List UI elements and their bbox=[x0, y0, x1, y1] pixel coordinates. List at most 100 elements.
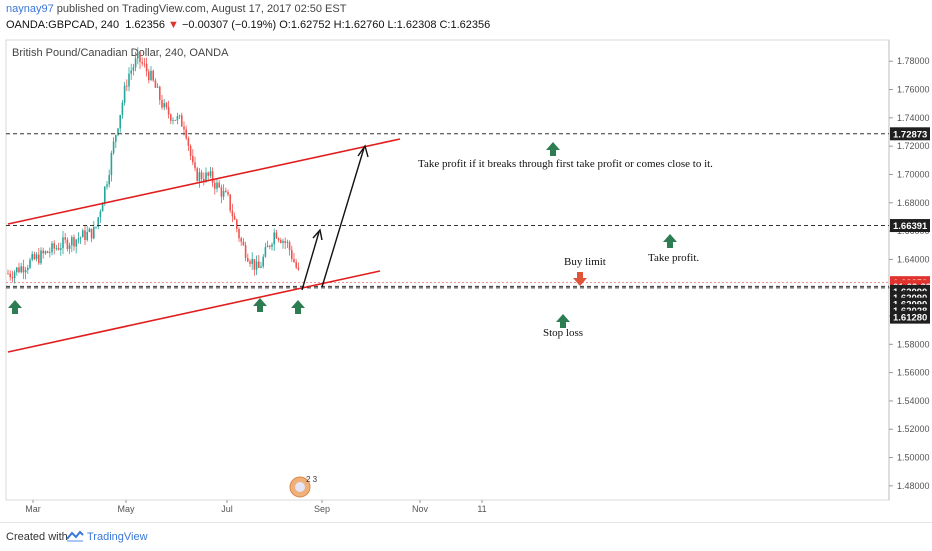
candles bbox=[7, 47, 300, 284]
created-with-text: Created with bbox=[6, 531, 68, 543]
candle bbox=[200, 169, 203, 182]
up-arrow-icon bbox=[546, 142, 560, 156]
down-arrow-icon bbox=[573, 272, 587, 286]
candle bbox=[170, 113, 172, 125]
plot-area[interactable] bbox=[5, 39, 890, 501]
y-tick-label: 1.64000 bbox=[897, 254, 930, 264]
candle bbox=[183, 121, 185, 136]
svg-text:1.72873: 1.72873 bbox=[893, 129, 927, 140]
y-tick-label: 1.74000 bbox=[897, 113, 930, 123]
publish-line: naynay97 published on TradingView.com, A… bbox=[6, 3, 346, 15]
candle bbox=[225, 187, 227, 193]
annotation-take-profit[interactable]: Take profit. bbox=[648, 252, 699, 264]
candle bbox=[31, 250, 33, 262]
down-triangle-icon: ▼ bbox=[168, 19, 179, 31]
candle bbox=[229, 194, 231, 214]
candle bbox=[139, 51, 141, 69]
annotation-take-profit-breakout[interactable]: Take profit if it breaks through first t… bbox=[418, 158, 713, 170]
candle bbox=[247, 253, 249, 263]
candle bbox=[154, 78, 157, 88]
x-tick-label: 11 bbox=[477, 504, 486, 514]
candle bbox=[214, 180, 216, 195]
candle bbox=[238, 227, 240, 242]
annotation-buy-limit[interactable]: Buy limit bbox=[564, 256, 606, 268]
y-tick-label: 1.68000 bbox=[897, 198, 930, 208]
tradingview-logo-icon[interactable] bbox=[66, 530, 84, 542]
x-tick-label: Mar bbox=[25, 504, 41, 514]
price-axis[interactable]: 1.78000 1.76000 1.74000 1.72000 1.70000 1.680… bbox=[889, 56, 930, 491]
candle bbox=[90, 228, 93, 243]
channel-upper-line[interactable] bbox=[7, 138, 401, 225]
candle bbox=[11, 270, 14, 283]
candle bbox=[260, 262, 262, 269]
candle bbox=[130, 63, 132, 80]
candle bbox=[97, 216, 99, 230]
horizontal-levels bbox=[6, 133, 889, 289]
svg-text:1.66391: 1.66391 bbox=[893, 221, 928, 232]
published-text: published on TradingView.com, August 17,… bbox=[56, 3, 347, 15]
candle bbox=[134, 51, 137, 72]
candle bbox=[88, 227, 91, 233]
candle bbox=[117, 127, 119, 137]
arrow-markers bbox=[8, 142, 677, 328]
price-chart[interactable]: British Pound/Canadian Dollar, 240, OAND… bbox=[0, 0, 932, 522]
up-arrow-icon bbox=[291, 300, 305, 314]
candle bbox=[273, 228, 275, 252]
price-label: 1.61280 bbox=[890, 310, 930, 324]
candle bbox=[251, 252, 253, 270]
up-arrow-icon bbox=[253, 298, 267, 312]
annotation-stop-loss[interactable]: Stop loss bbox=[543, 327, 583, 339]
candle bbox=[121, 99, 124, 119]
candle bbox=[187, 136, 190, 152]
candle bbox=[7, 269, 9, 275]
candle bbox=[216, 178, 218, 193]
chart-title: British Pound/Canadian Dollar, 240, OAND… bbox=[12, 47, 229, 59]
candle bbox=[62, 230, 64, 255]
y-tick-label: 1.52000 bbox=[897, 424, 930, 434]
candle bbox=[266, 240, 269, 248]
candle bbox=[156, 83, 159, 88]
candle bbox=[181, 112, 183, 127]
candle bbox=[262, 254, 264, 269]
footer: Created with TradingView bbox=[0, 522, 932, 551]
candle bbox=[233, 212, 236, 221]
candle bbox=[244, 241, 247, 262]
candle bbox=[172, 117, 174, 125]
candle bbox=[291, 245, 293, 263]
y-tick-label: 1.54000 bbox=[897, 396, 930, 406]
x-tick-label: Sep bbox=[314, 504, 330, 514]
time-axis[interactable]: Mar May Jul Sep Nov 11 bbox=[25, 500, 487, 514]
candle bbox=[84, 225, 86, 245]
up-arrow-icon bbox=[556, 314, 570, 328]
up-arrow-icon bbox=[663, 234, 677, 248]
projection-arrow-long[interactable] bbox=[321, 144, 369, 288]
candle bbox=[119, 114, 121, 133]
candle bbox=[295, 259, 297, 270]
candle bbox=[167, 100, 170, 119]
x-tick-label: Nov bbox=[412, 504, 429, 514]
candle bbox=[271, 242, 273, 251]
candle bbox=[60, 242, 62, 256]
up-arrow-icon bbox=[8, 300, 22, 314]
channel-lower-line[interactable] bbox=[7, 270, 381, 353]
candle bbox=[35, 252, 38, 262]
y-tick-label: 1.78000 bbox=[897, 56, 930, 66]
candle bbox=[192, 149, 194, 166]
author-link[interactable]: naynay97 bbox=[6, 3, 54, 15]
candle bbox=[53, 240, 55, 255]
candle bbox=[16, 266, 18, 276]
candle bbox=[269, 244, 271, 250]
projection-arrow-short[interactable] bbox=[301, 228, 323, 291]
candle bbox=[112, 137, 115, 155]
tradingview-brand[interactable]: TradingView bbox=[87, 531, 148, 543]
candle bbox=[71, 235, 73, 253]
event-marker[interactable]: 2 3 bbox=[289, 475, 318, 498]
price-label: 1.72873 bbox=[890, 127, 930, 141]
candle bbox=[42, 247, 44, 259]
candle bbox=[38, 248, 40, 265]
candle bbox=[99, 209, 102, 223]
candle bbox=[222, 184, 225, 200]
candle bbox=[255, 255, 258, 276]
candle bbox=[240, 236, 242, 246]
candle bbox=[73, 234, 75, 251]
